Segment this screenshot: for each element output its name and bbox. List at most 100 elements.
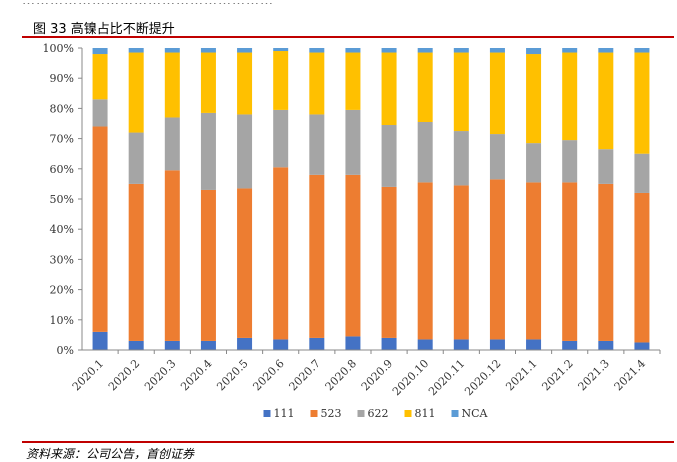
bar-segment-nca xyxy=(598,48,614,53)
bar-segment-111 xyxy=(562,340,578,350)
bar-segment-811 xyxy=(345,52,361,110)
bar-segment-523 xyxy=(489,179,505,340)
bar-segment-111 xyxy=(92,331,108,350)
bar-segment-111 xyxy=(128,340,144,350)
bar-segment-nca xyxy=(634,48,650,53)
bar-segment-811 xyxy=(164,52,180,118)
y-tick-label: 70% xyxy=(50,133,74,146)
bar-segment-nca xyxy=(381,48,397,53)
legend-label: 811 xyxy=(415,407,436,420)
bar-segment-523 xyxy=(345,174,361,337)
bar-segment-622 xyxy=(345,109,361,175)
bar-segment-811 xyxy=(489,52,505,135)
bar-segment-622 xyxy=(417,121,433,183)
x-tick-label: 2021.2 xyxy=(539,357,575,393)
bar-segment-811 xyxy=(526,54,542,144)
legend-label: NCA xyxy=(462,407,489,420)
bar-segment-622 xyxy=(200,112,216,190)
x-tick-label: 2020.5 xyxy=(214,357,250,393)
bar-segment-622 xyxy=(598,149,614,184)
bar-segment-111 xyxy=(526,339,542,350)
bar-segment-622 xyxy=(309,114,325,175)
bar-segment-811 xyxy=(634,52,650,154)
x-tick-label: 2021.3 xyxy=(576,357,612,393)
source-note: 资料来源：公司公告，首创证券 xyxy=(26,447,195,461)
bar-segment-nca xyxy=(417,48,433,53)
bar-segment-523 xyxy=(128,183,144,341)
bar-segment-111 xyxy=(345,336,361,350)
bar-segment-nca xyxy=(345,48,361,53)
bar-segment-811 xyxy=(562,52,578,141)
bar-segment-111 xyxy=(598,340,614,350)
legend-label: 111 xyxy=(274,407,295,420)
bar-segment-111 xyxy=(237,337,253,350)
bar-segment-622 xyxy=(489,134,505,180)
bar-segment-811 xyxy=(598,52,614,150)
bar-segment-811 xyxy=(381,52,397,126)
bar-segment-523 xyxy=(309,174,325,338)
bar-segment-523 xyxy=(562,182,578,341)
y-axis: 0% 10% 20% 30% 40% 50% 60% 70% 80% 90% 100% xyxy=(43,42,83,357)
bar-segment-523 xyxy=(381,186,397,338)
x-tick-label: 2020.11 xyxy=(426,357,467,398)
bar-segment-622 xyxy=(273,109,289,168)
bar-segment-523 xyxy=(453,185,469,340)
legend-label: 622 xyxy=(368,407,389,420)
x-tick-label: 2020.2 xyxy=(106,357,142,393)
bar-segment-811 xyxy=(273,51,289,110)
bar-segment-622 xyxy=(237,114,253,189)
bar-segment-622 xyxy=(562,140,578,183)
bar-segment-811 xyxy=(417,52,433,122)
bar-segment-nca xyxy=(489,48,505,53)
y-tick-label: 30% xyxy=(50,253,74,266)
figure-title: 图 33 高镍占比不断提升 xyxy=(33,22,175,37)
bar-segment-523 xyxy=(598,183,614,341)
y-tick-label: 100% xyxy=(43,42,74,55)
x-tick-label: 2021.4 xyxy=(612,357,648,393)
x-axis: 2020.1 2020.2 2020.3 2020.4 2020.5 2020.6 2020… xyxy=(70,349,661,398)
bar-segment-nca xyxy=(164,48,180,53)
bar-segment-811 xyxy=(309,52,325,115)
bar-segment-622 xyxy=(453,131,469,186)
bar-segment-811 xyxy=(453,52,469,132)
x-tick-label: 2020.7 xyxy=(287,357,323,393)
bar-segment-622 xyxy=(128,132,144,184)
bar-segment-111 xyxy=(453,339,469,350)
bar-segment-nca xyxy=(453,48,469,53)
x-tick-label: 2021.1 xyxy=(503,357,539,393)
bar-segment-523 xyxy=(417,182,433,340)
y-tick-label: 60% xyxy=(50,163,74,176)
footer-rule xyxy=(22,441,674,443)
x-tick-label: 2020.1 xyxy=(70,357,106,393)
legend: 111 523 622 811 NCA xyxy=(263,407,489,420)
legend-swatch xyxy=(404,410,412,417)
y-tick-label: 10% xyxy=(50,314,74,327)
bar-segment-523 xyxy=(92,126,108,332)
x-tick-label: 2020.12 xyxy=(462,357,503,398)
bar-segment-nca xyxy=(526,48,542,55)
bar-segment-111 xyxy=(200,340,216,350)
bar-segment-523 xyxy=(200,189,216,341)
bar-segment-811 xyxy=(128,52,144,133)
plot-area xyxy=(92,48,650,350)
bar-segment-622 xyxy=(634,153,650,193)
bar-segment-111 xyxy=(381,337,397,350)
bar-segment-622 xyxy=(526,143,542,183)
x-tick-label: 2020.4 xyxy=(178,357,214,393)
bar-segment-111 xyxy=(417,339,433,350)
bar-segment-nca xyxy=(200,48,216,53)
title-rule xyxy=(22,36,674,38)
bar-segment-622 xyxy=(381,125,397,187)
legend-swatch xyxy=(451,410,459,417)
x-tick-label: 2020.3 xyxy=(142,357,178,393)
legend-swatch xyxy=(263,410,271,417)
bar-segment-nca xyxy=(562,48,578,53)
legend-label: 523 xyxy=(321,407,342,420)
bar-segment-622 xyxy=(92,99,108,127)
bar-segment-111 xyxy=(309,337,325,350)
bar-segment-nca xyxy=(92,48,108,55)
bar-segment-111 xyxy=(634,342,650,350)
cropped-text-line: ……………………………………………… xyxy=(22,0,282,4)
y-tick-label: 20% xyxy=(50,284,74,297)
